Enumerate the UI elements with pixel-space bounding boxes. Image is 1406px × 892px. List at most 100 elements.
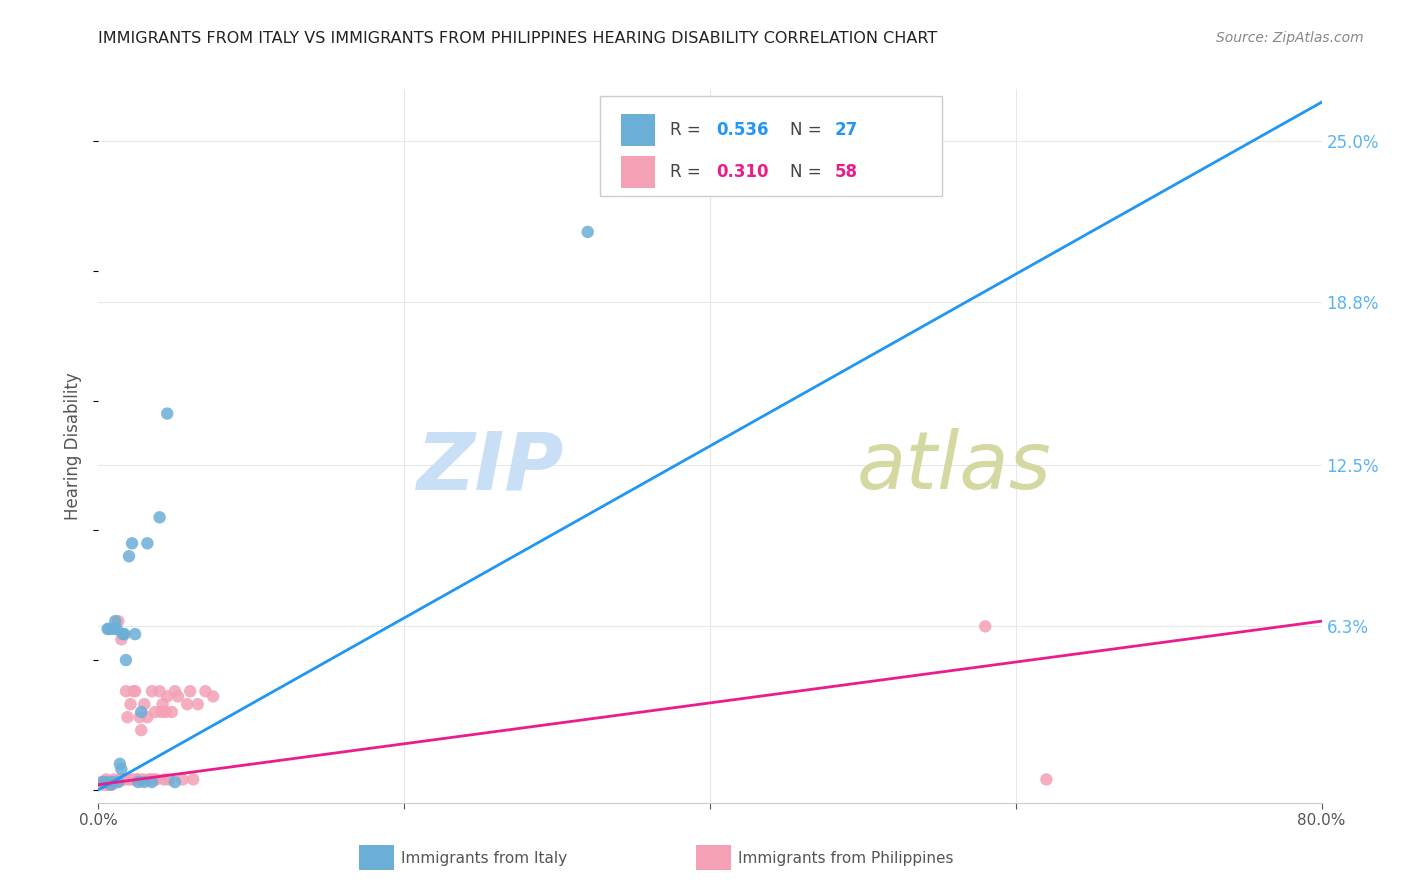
Point [132,772,155,787]
Point [163,684,186,698]
Point [107,614,129,628]
Point [181,772,204,787]
Text: 58: 58 [835,163,858,181]
Point [152,697,174,711]
Point [115,653,138,667]
Point [128,710,150,724]
Point [139,772,162,787]
Bar [620,113,655,145]
Point [101,778,124,792]
Point [127,772,149,787]
Point [160,705,183,719]
Point [127,775,149,789]
Point [125,772,148,787]
Point [138,772,160,787]
Point [97,775,120,789]
Text: ZIP: ZIP [416,428,564,507]
Text: N =: N = [790,120,827,138]
Point [108,756,131,771]
Point [101,775,124,789]
Point [176,697,198,711]
Point [124,627,146,641]
Point [1035,772,1057,787]
Point [145,772,167,787]
Point [91,775,114,789]
Point [112,627,135,641]
Point [122,684,145,698]
Point [194,684,217,698]
Point [134,775,156,789]
Point [141,684,163,698]
Text: 0.310: 0.310 [716,163,769,181]
Point [110,762,132,776]
Text: R =: R = [669,120,706,138]
Point [105,622,128,636]
Point [136,536,159,550]
Point [134,697,156,711]
Point [141,775,163,789]
Point [179,684,201,698]
Text: 0.536: 0.536 [716,120,769,138]
Y-axis label: Hearing Disability: Hearing Disability [65,372,83,520]
Point [97,778,120,792]
Point [98,622,121,636]
Point [129,705,152,719]
Text: 27: 27 [835,120,858,138]
Point [157,772,180,787]
Point [93,775,115,789]
Point [104,614,127,628]
Point [100,778,122,792]
Point [136,710,159,724]
Point [107,775,129,789]
Point [110,632,132,647]
Point [576,225,599,239]
Point [94,778,117,792]
Point [172,772,194,787]
Text: Source: ZipAtlas.com: Source: ZipAtlas.com [1216,31,1364,45]
Point [105,775,128,789]
Point [97,622,120,636]
Point [150,705,173,719]
Point [117,710,139,724]
Point [149,510,172,524]
Point [202,690,225,704]
Point [103,622,125,636]
Point [121,772,143,787]
Point [100,778,122,792]
Text: Immigrants from Philippines: Immigrants from Philippines [738,851,953,865]
Point [112,772,135,787]
Point [156,407,179,421]
Point [121,536,143,550]
Bar [620,156,655,188]
Point [156,690,179,704]
Point [167,690,190,704]
Point [124,684,146,698]
Point [153,772,176,787]
Point [104,775,127,789]
Point [118,772,141,787]
Text: IMMIGRANTS FROM ITALY VS IMMIGRANTS FROM PHILIPPINES HEARING DISABILITY CORRELAT: IMMIGRANTS FROM ITALY VS IMMIGRANTS FROM… [98,31,938,46]
Point [103,772,125,787]
Point [94,772,117,787]
FancyBboxPatch shape [600,96,942,196]
Point [143,705,166,719]
Point [129,723,152,738]
Text: Immigrants from Italy: Immigrants from Italy [401,851,567,865]
Point [155,705,177,719]
Point [108,772,131,787]
Point [974,619,997,633]
Point [111,772,134,787]
Point [111,627,134,641]
Text: N =: N = [790,163,827,181]
Point [90,775,112,789]
Point [142,772,165,787]
Point [163,775,186,789]
Point [187,697,209,711]
Point [91,778,114,792]
Point [94,775,117,789]
Point [120,697,142,711]
Point [115,684,138,698]
Point [118,549,141,564]
Text: atlas: atlas [856,428,1052,507]
Point [149,684,172,698]
